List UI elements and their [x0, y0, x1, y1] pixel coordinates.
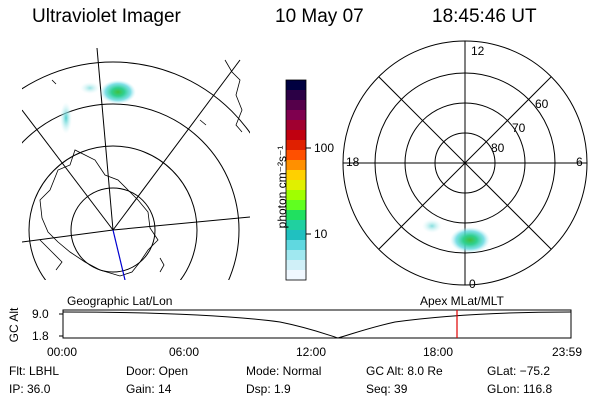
colorbar-segment: [286, 270, 306, 281]
gain-info: Gain: 14: [126, 382, 172, 396]
mlt-label-6: 6: [576, 155, 583, 169]
satellite-track: [112, 229, 126, 280]
lon-line: [22, 109, 114, 231]
instrument-title: Ultraviolet Imager: [32, 6, 181, 27]
colorbar-segment: [286, 140, 306, 151]
aurora-emission: [100, 80, 136, 104]
mlt-label-12: 12: [471, 44, 485, 58]
aurora-emission: [80, 82, 100, 94]
mlt-meridian: [378, 76, 552, 250]
time-label: 18:45:46 UT: [432, 6, 537, 27]
colorbar-segment: [286, 210, 306, 221]
coastline: [39, 149, 159, 277]
aurora-emission: [60, 102, 72, 134]
altitude-plot: [59, 309, 572, 339]
lat-circle: [22, 61, 250, 134]
altitude-axis-label: GC Alt: [7, 307, 21, 343]
lon-line: [96, 48, 114, 231]
colorbar-segment: [286, 170, 306, 181]
colorbar-segment: [286, 130, 306, 141]
mlt-label-18: 18: [346, 155, 360, 169]
lat-circle: [28, 145, 198, 280]
mlat-label-70: 70: [512, 121, 526, 135]
colorbar-segment: [286, 150, 306, 161]
colorbar-segment: [286, 110, 306, 121]
altitude-frame: [62, 309, 572, 339]
colorbar-segment: [286, 220, 306, 231]
lat-circle: [70, 187, 156, 273]
mlt-label-0: 0: [469, 277, 476, 291]
colorbar-segment: [286, 260, 306, 271]
dsp-info: Dsp: 1.9: [246, 382, 291, 396]
colorbar: [286, 80, 306, 281]
colorbar-frame: [285, 79, 307, 281]
colorbar-segment: [286, 80, 306, 91]
colorbar-segment: [286, 240, 306, 251]
left-panel-title: Geographic Lat/Lon: [67, 294, 173, 308]
colorbar-segment: [286, 250, 306, 261]
time-tick: 12:00: [296, 345, 327, 359]
aurora-emission: [422, 219, 442, 233]
seq-info: Seq: 39: [366, 382, 408, 396]
colorbar-tick-label: 10: [314, 227, 328, 241]
colorbar-segment: [286, 180, 306, 191]
aurora-emission: [450, 227, 490, 253]
colorbar-segment: [286, 200, 306, 211]
altitude-curve: [62, 311, 572, 339]
mlat-label-60: 60: [535, 97, 549, 111]
time-tick: 00:00: [47, 345, 78, 359]
coastline: [51, 79, 207, 126]
colorbar-segment: [286, 160, 306, 171]
glat-info: GLat: −75.2: [487, 364, 551, 378]
lon-line: [22, 229, 114, 243]
lat-circle: [22, 103, 240, 280]
coastline: [159, 257, 165, 273]
date-label: 10 May 07: [275, 6, 364, 27]
time-tick: 23:59: [552, 345, 583, 359]
altitude-y-tick: 9.0: [32, 307, 49, 321]
time-tick: 18:00: [423, 345, 454, 359]
ip-info: IP: 36.0: [9, 382, 51, 396]
gc-alt-info: GC Alt: 8.0 Re: [366, 364, 443, 378]
colorbar-segment: [286, 230, 306, 241]
right-panel-title: Apex MLat/MLT: [420, 294, 504, 308]
colorbar-segment: [286, 100, 306, 111]
coastline: [224, 59, 243, 133]
filter-info: Flt: LBHL: [9, 364, 60, 378]
colorbar-segment: [286, 120, 306, 131]
glon-info: GLon: 116.8: [487, 382, 553, 396]
coastline: [39, 239, 63, 271]
door-info: Door: Open: [126, 364, 189, 378]
mlat-label-80: 80: [491, 141, 505, 155]
geographic-map: [22, 48, 250, 280]
colorbar-segment: [286, 90, 306, 101]
colorbar-segment: [286, 190, 306, 201]
lon-line: [112, 216, 250, 231]
colorbar-tick-label: 100: [314, 141, 335, 155]
mode-info: Mode: Normal: [246, 364, 322, 378]
time-tick: 06:00: [169, 345, 200, 359]
altitude-y-tick: 1.8: [32, 329, 49, 343]
colorbar-unit-label: photon cm⁻²s⁻¹: [275, 145, 289, 229]
lon-line: [112, 59, 241, 231]
